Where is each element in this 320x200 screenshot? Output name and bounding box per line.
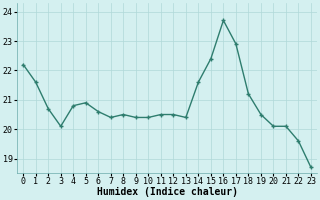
X-axis label: Humidex (Indice chaleur): Humidex (Indice chaleur)	[97, 187, 237, 197]
